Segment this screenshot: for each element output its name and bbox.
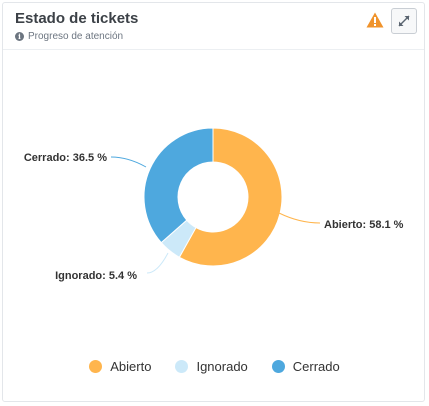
data-label-ignorado: Ignorado: 5.4 % xyxy=(55,270,137,282)
card-title: Estado de tickets xyxy=(15,10,139,27)
legend-item-abierto[interactable]: Abierto xyxy=(89,359,151,374)
connector-line-ignorado xyxy=(146,252,169,274)
connector-line-cerrado xyxy=(110,156,147,168)
connector-line-abierto xyxy=(278,212,321,224)
legend-label: Ignorado xyxy=(196,359,248,374)
chart-legend: Abierto Ignorado Cerrado xyxy=(0,359,429,374)
data-label-cerrado: Cerrado: 36.5 % xyxy=(24,152,107,164)
legend-item-cerrado[interactable]: Cerrado xyxy=(271,359,340,374)
legend-label: Cerrado xyxy=(292,359,340,374)
header-divider xyxy=(3,49,424,50)
legend-swatch xyxy=(271,360,285,373)
info-circle-icon: i xyxy=(15,32,24,41)
subtitle-text: Progreso de atención xyxy=(28,31,124,42)
chart-card: Estado de tickets i Progreso de atención xyxy=(2,2,425,402)
donut-slice-cerrado[interactable] xyxy=(143,127,214,244)
legend-item-ignorado[interactable]: Ignorado xyxy=(175,359,248,374)
legend-swatch xyxy=(89,360,103,373)
card-subtitle: i Progreso de atención xyxy=(15,31,123,42)
donut-slice-abierto[interactable] xyxy=(178,127,283,267)
expand-arrows-icon xyxy=(398,15,410,27)
legend-label: Abierto xyxy=(110,359,152,374)
data-label-abierto: Abierto: 58.1 % xyxy=(324,219,404,231)
warning-triangle-icon[interactable] xyxy=(366,12,384,28)
expand-button[interactable] xyxy=(391,8,417,34)
legend-swatch xyxy=(175,360,189,373)
